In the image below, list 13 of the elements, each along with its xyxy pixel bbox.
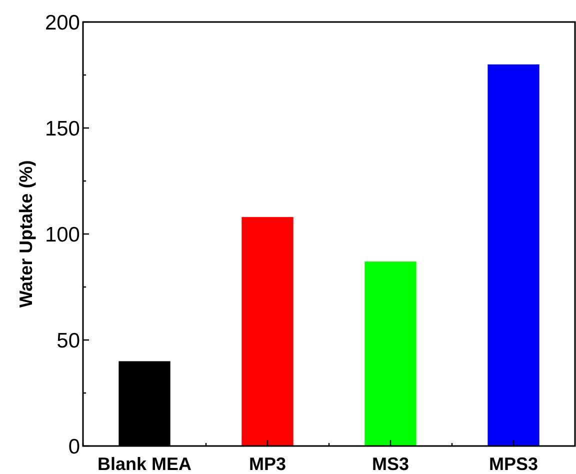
bar <box>242 217 294 446</box>
bar <box>364 262 416 446</box>
y-tick-label: 0 <box>68 435 80 458</box>
y-tick-label: 100 <box>44 223 80 246</box>
bar <box>488 64 540 446</box>
y-tick-label: 50 <box>56 329 80 352</box>
y-tick-label: 150 <box>44 117 80 140</box>
x-tick-label: MP3 <box>248 454 286 474</box>
x-tick-label: MS3 <box>372 454 410 474</box>
x-tick-label: MPS3 <box>488 454 538 474</box>
x-tick-label: Blank MEA <box>97 454 192 474</box>
y-axis-title: Water Uptake (%) <box>16 160 36 308</box>
y-tick-label: 200 <box>44 11 80 34</box>
